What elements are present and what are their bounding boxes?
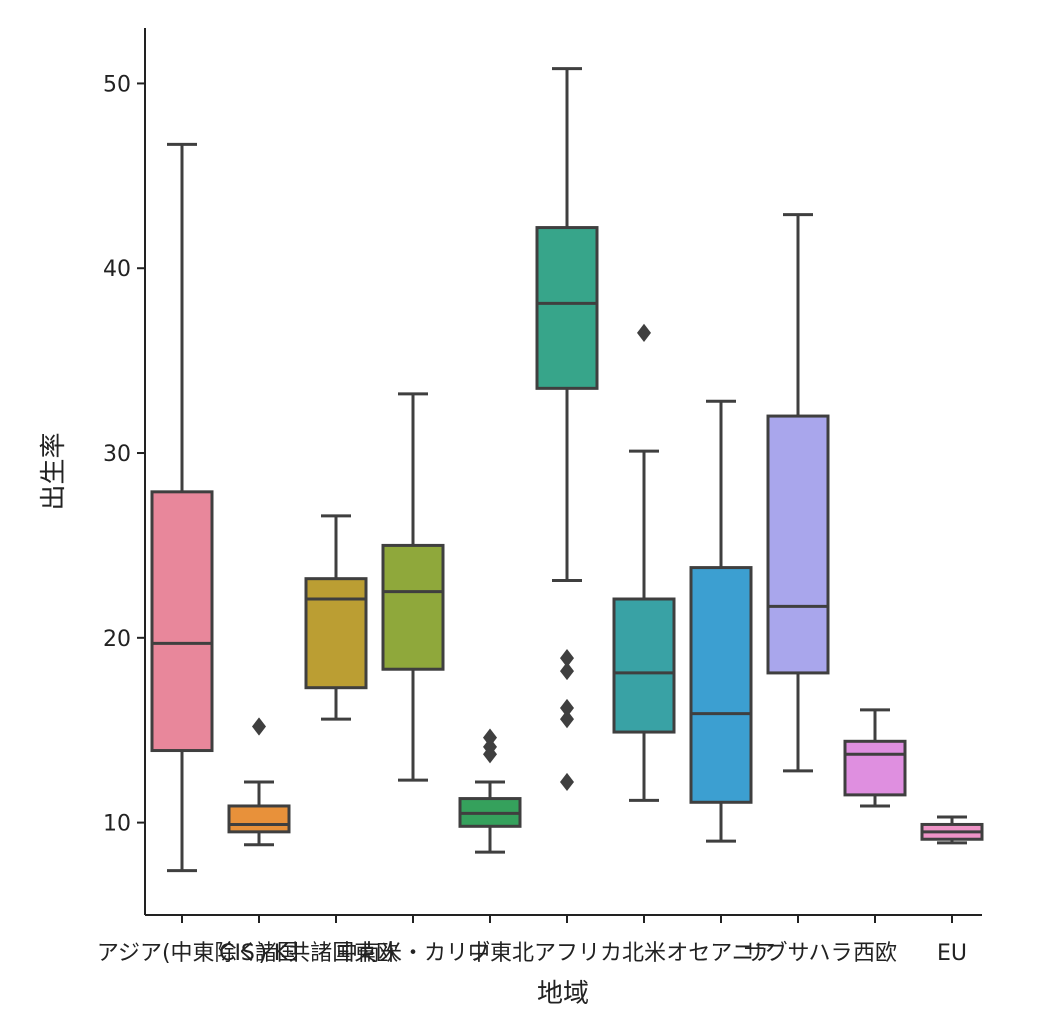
x-tick-label: K共諸国東欧 xyxy=(274,941,398,966)
x-tick-label: 中東 xyxy=(468,941,512,966)
outlier-point xyxy=(252,717,266,736)
outlier-point xyxy=(560,698,574,718)
box xyxy=(766,414,830,675)
box xyxy=(689,566,753,804)
outlier-point xyxy=(560,710,574,729)
x-tick-label: 西欧 xyxy=(853,941,897,966)
outlier-point xyxy=(483,728,497,747)
box xyxy=(612,597,676,734)
outlier-point xyxy=(483,737,497,756)
box xyxy=(227,804,291,834)
x-tick-label: 北アフリカ xyxy=(512,941,622,966)
y-tick-label: 10 xyxy=(103,812,131,837)
x-tick-label: アジア(中東除く) xyxy=(97,941,267,966)
x-tick-label: オセアニア xyxy=(666,941,776,966)
outlier-point xyxy=(560,649,574,668)
x-tick-label: 北米 xyxy=(622,941,666,966)
outlier-point xyxy=(560,772,574,792)
box xyxy=(535,226,599,390)
box xyxy=(843,739,907,797)
x-tick-label: サブサハラ xyxy=(743,941,852,966)
y-tick-label: 20 xyxy=(103,627,131,652)
box xyxy=(304,577,368,690)
x-axis-title: 地域 xyxy=(537,979,589,1009)
box xyxy=(381,543,445,671)
y-tick-label: 40 xyxy=(103,257,131,282)
x-tick-label: 中南米・カリブ xyxy=(336,941,490,966)
x-tick-label: CIS諸国 xyxy=(219,941,299,966)
box xyxy=(150,490,214,753)
outlier-point xyxy=(637,323,651,343)
y-tick-label: 30 xyxy=(103,442,131,467)
outlier-point xyxy=(560,661,574,681)
y-axis-title: 出生率 xyxy=(39,432,69,510)
y-tick-label: 50 xyxy=(103,72,131,97)
x-tick-label: EU xyxy=(937,941,967,966)
